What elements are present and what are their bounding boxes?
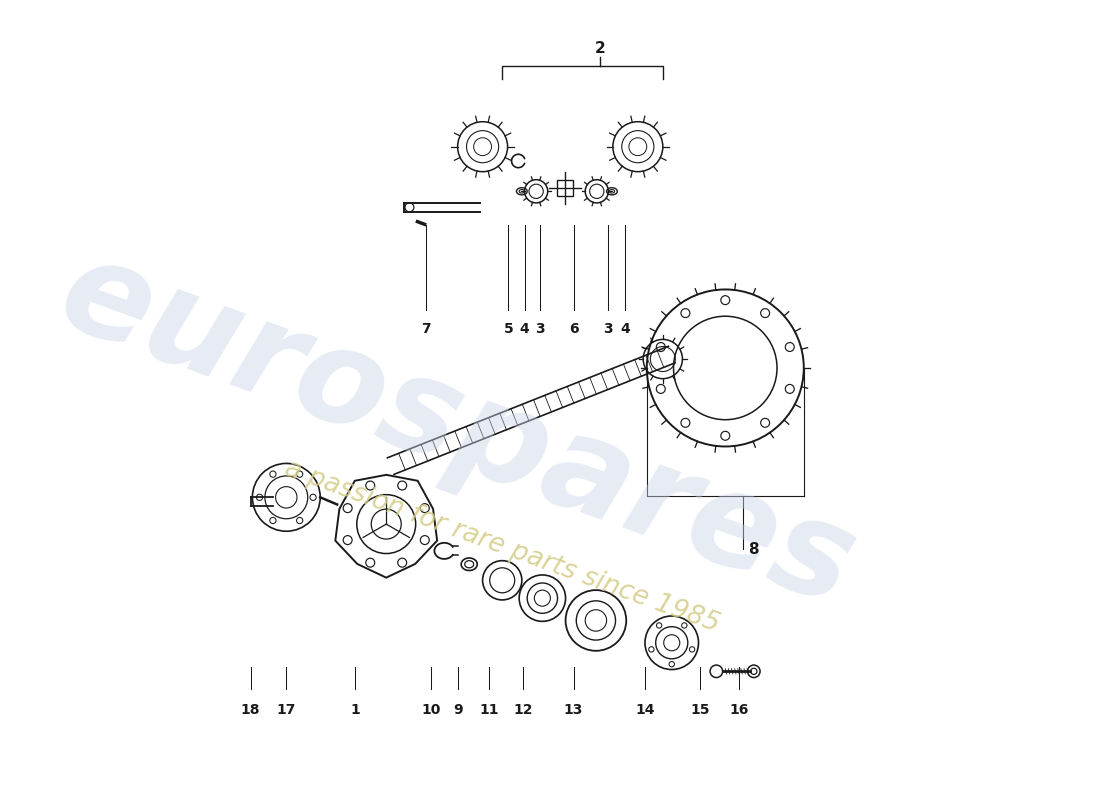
Text: 16: 16 [729,702,748,717]
Text: 4: 4 [620,322,630,335]
Text: 12: 12 [513,702,532,717]
Text: 5: 5 [504,322,514,335]
Text: 15: 15 [691,702,710,717]
Text: 13: 13 [564,702,583,717]
Text: 9: 9 [453,702,462,717]
Text: 4: 4 [519,322,529,335]
Text: 3: 3 [603,322,613,335]
Text: 17: 17 [276,702,296,717]
Text: 6: 6 [569,322,579,335]
Text: 7: 7 [421,322,431,335]
Text: 2: 2 [595,41,606,56]
Text: 3: 3 [535,322,544,335]
Text: eurospares: eurospares [44,228,871,633]
Text: 8: 8 [748,542,759,557]
Text: 10: 10 [421,702,440,717]
Text: 14: 14 [635,702,654,717]
Text: 18: 18 [241,702,261,717]
Text: 11: 11 [480,702,498,717]
Bar [557,180,573,196]
Text: 1: 1 [350,702,360,717]
Text: a passion for rare parts since 1985: a passion for rare parts since 1985 [282,455,723,638]
